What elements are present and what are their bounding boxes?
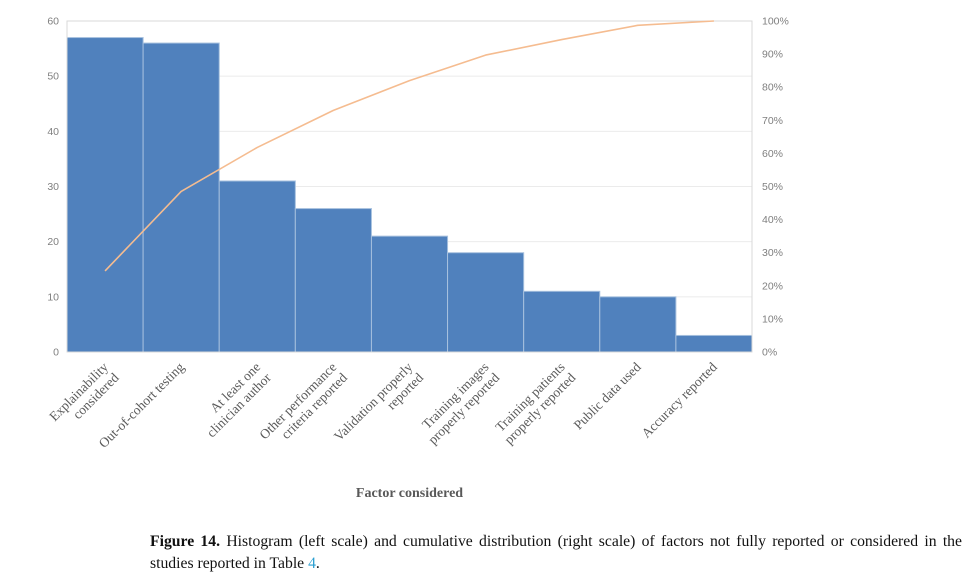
- left-axis-tick-label: 30: [47, 181, 59, 193]
- caption-period: .: [315, 555, 320, 573]
- figure-area: 0 10 20 30 40 50 60 0% 10% 20% 30% 40% 50% 60% 70% 80% 9…: [46, 16, 789, 502]
- x-axis-title: Factor considered: [356, 486, 463, 501]
- caption-figure-label: Figure 14.: [150, 533, 221, 550]
- histogram-bar: [447, 252, 525, 353]
- left-axis-tick-label: 0: [53, 347, 59, 359]
- x-category-label: Training imagesproperly reported: [414, 359, 502, 447]
- x-category-label: Validation properlyreported: [331, 359, 426, 454]
- table-4-link[interactable]: 4: [308, 555, 316, 573]
- x-category-label: Training patientsproperly reported: [491, 359, 579, 447]
- caption-text: Histogram (left scale) and cumulative di…: [150, 533, 962, 573]
- histogram-bar: [370, 235, 449, 353]
- right-axis-tick-label: 90%: [762, 49, 783, 61]
- x-category-label: Explainabilityconsidered: [46, 359, 122, 435]
- left-axis-tick-label: 20: [47, 236, 59, 248]
- histogram-bar: [599, 296, 677, 353]
- right-axis-tick-label: 40%: [762, 214, 783, 226]
- left-axis-tick-label: 50: [47, 71, 59, 83]
- pareto-chart: 0 10 20 30 40 50 60 0% 10% 20% 30% 40% 50% 60% 70% 80% 9…: [46, 16, 789, 502]
- right-axis-tick-label: 100%: [762, 16, 789, 28]
- figure-caption: Figure 14. Histogram (left scale) and cu…: [150, 531, 962, 576]
- left-axis-tick-label: 10: [47, 291, 59, 303]
- right-axis-tick-label: 50%: [762, 181, 783, 193]
- histogram-bar: [218, 180, 296, 353]
- left-axis-tick-label: 40: [47, 126, 59, 138]
- right-axis-tick-label: 30%: [762, 247, 783, 259]
- right-axis-tick-label: 0%: [762, 347, 777, 359]
- histogram-bar: [294, 208, 372, 353]
- histogram-bar: [66, 37, 144, 353]
- cumulative-line: [104, 20, 714, 272]
- right-axis-tick-label: 80%: [762, 82, 783, 94]
- x-category-label: Public data used: [571, 359, 644, 432]
- histogram-bar: [523, 290, 601, 353]
- right-axis-tick-label: 10%: [762, 313, 783, 325]
- histogram-bar: [675, 334, 753, 353]
- x-category-label: Accuracy reported: [639, 359, 721, 441]
- right-axis-tick-label: 70%: [762, 115, 783, 127]
- right-axis-tick-label: 20%: [762, 280, 783, 292]
- right-axis-tick-label: 60%: [762, 148, 783, 160]
- left-axis-tick-label: 60: [47, 16, 59, 28]
- plot-border: [66, 20, 753, 353]
- histogram-bar: [142, 42, 220, 353]
